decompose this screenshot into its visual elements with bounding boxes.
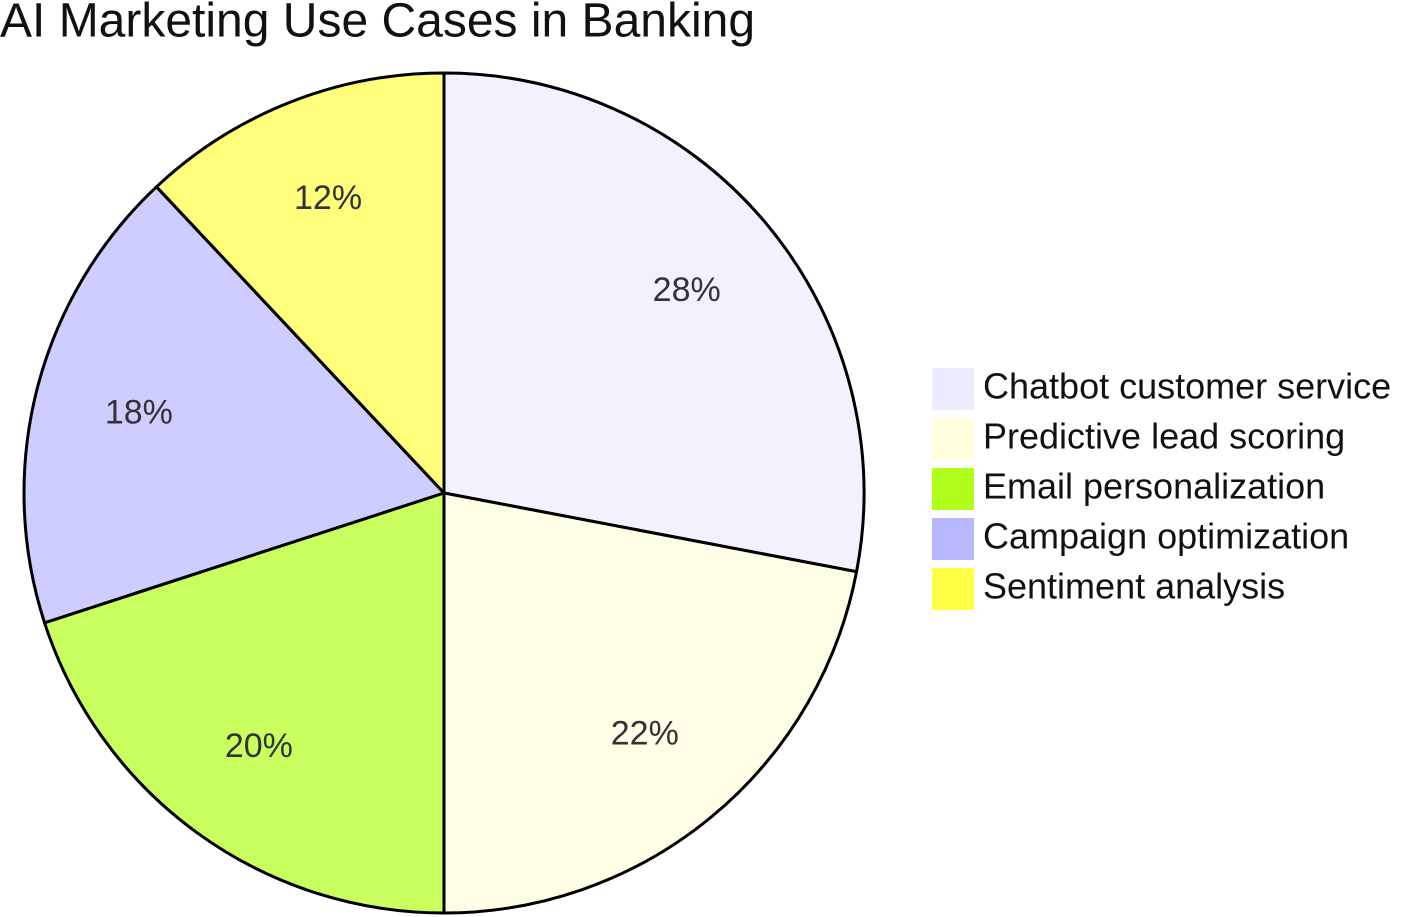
chart-title: AI Marketing Use Cases in Banking [0,0,755,48]
legend-swatch [932,518,974,560]
legend-text: Predictive lead scoring [983,416,1345,457]
slice-label: 20% [225,727,293,765]
legend-text: Email personalization [983,466,1325,507]
legend-swatch [932,418,974,460]
pie-slice [154,71,446,497]
legend-swatch [932,468,974,510]
legend-swatch [932,368,974,410]
slice-label: 22% [611,715,679,753]
pie-slice [22,184,447,625]
slice-label: 28% [653,271,721,309]
pie-slice [42,490,446,915]
pie-slice [442,491,859,915]
legend-text: Sentiment analysis [983,566,1285,607]
slice-label: 12% [294,179,362,217]
legend-swatch [932,568,974,610]
slice-label: 18% [105,394,173,432]
legend-text: Chatbot customer service [983,366,1391,407]
legend-text: Campaign optimization [983,516,1349,557]
pie-slice [442,71,866,574]
